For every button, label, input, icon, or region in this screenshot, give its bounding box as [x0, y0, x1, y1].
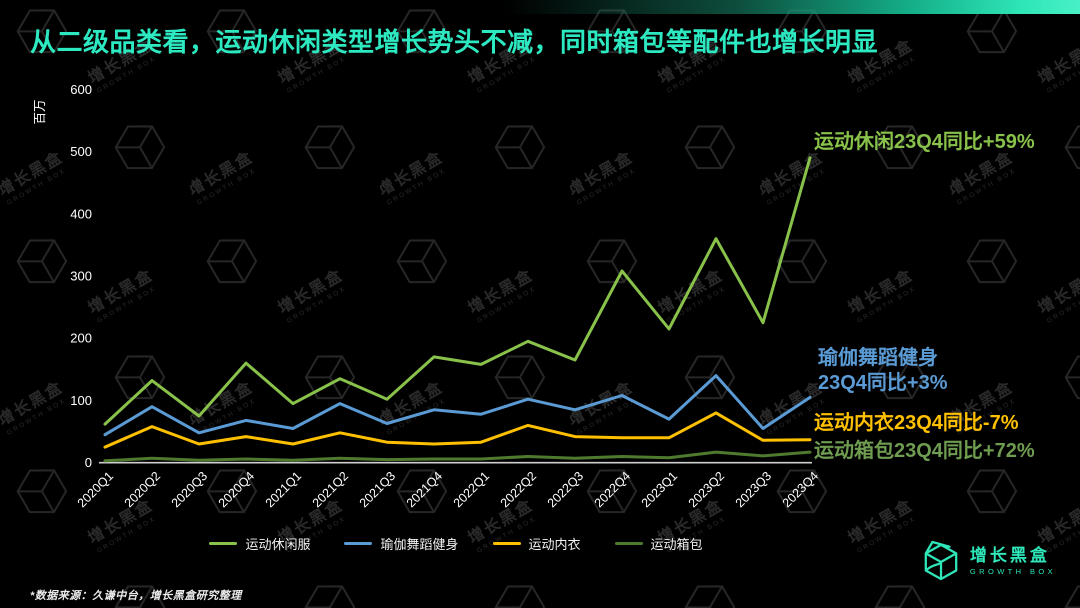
- x-tick-label: 2022Q2: [498, 469, 539, 510]
- logo-subtitle: GROWTH BOX: [969, 566, 1056, 576]
- legend-line-marker: [344, 542, 373, 545]
- data-source-note: *数据来源：久谦中台，增长黑盒研究整理: [30, 590, 242, 602]
- x-tick-label: 2020Q2: [122, 469, 163, 510]
- y-tick-label: 0: [85, 455, 92, 470]
- series-line-运动休闲服: [103, 156, 812, 426]
- x-tick-label: 2023Q2: [686, 469, 727, 510]
- yoy-annotation-line: 运动休闲23Q4同比+59%: [814, 131, 1035, 153]
- chart-legend: 运动休闲服 瑜伽舞蹈健身 运动内衣 运动箱包: [100, 534, 812, 553]
- growth-box-logo: 增长黑盒 GROWTH BOX: [922, 540, 1056, 582]
- logo-name: 增长黑盒: [969, 545, 1050, 565]
- legend-item-label: 瑜伽舞蹈健身: [380, 537, 459, 552]
- series-line-瑜伽舞蹈健身: [103, 374, 812, 437]
- x-tick-label: 2023Q4: [780, 469, 821, 510]
- x-tick-label: 2020Q4: [216, 469, 257, 510]
- yoy-annotation-3: 运动箱包23Q4同比+72%: [814, 439, 1035, 464]
- x-tick-label: 2021Q4: [404, 469, 445, 510]
- yoy-annotation-line: 运动箱包23Q4同比+72%: [814, 440, 1035, 462]
- y-axis-unit-label: 百万: [33, 99, 47, 124]
- legend-item-运动休闲服: 运动休闲服: [209, 534, 310, 553]
- y-tick-label: 400: [70, 206, 92, 221]
- y-tick-label: 200: [70, 331, 92, 346]
- x-tick-label: 2022Q3: [545, 469, 586, 510]
- page-title: 从二级品类看，运动休闲类型增长势头不减，同时箱包等配件也增长明显: [30, 27, 879, 57]
- legend-item-运动箱包: 运动箱包: [614, 534, 703, 553]
- series-line-运动箱包: [103, 450, 812, 463]
- legend-item-label: 运动内衣: [528, 537, 581, 552]
- y-tick-label: 500: [70, 144, 92, 159]
- x-tick-label: 2023Q1: [639, 469, 680, 510]
- x-tick-label: 2020Q1: [75, 469, 116, 510]
- legend-item-label: 运动休闲服: [245, 537, 311, 552]
- x-tick-label: 2022Q4: [592, 469, 633, 510]
- legend-line-marker: [209, 542, 238, 545]
- legend-item-瑜伽舞蹈健身: 瑜伽舞蹈健身: [344, 534, 459, 553]
- x-tick-label: 2023Q3: [733, 469, 774, 510]
- legend-item-运动内衣: 运动内衣: [492, 534, 581, 553]
- x-tick-label: 2021Q2: [310, 469, 351, 510]
- legend-item-label: 运动箱包: [650, 537, 703, 552]
- yoy-annotation-1: 瑜伽舞蹈健身 23Q4同比+3%: [818, 346, 948, 396]
- logo-text: 增长黑盒 GROWTH BOX: [970, 547, 1056, 576]
- x-tick-label: 2021Q1: [263, 469, 304, 510]
- series-line-运动内衣: [103, 411, 812, 449]
- top-accent-gradient-bar: [505, 0, 1080, 14]
- legend-line-marker: [614, 542, 643, 545]
- yoy-annotation-line: 瑜伽舞蹈健身: [818, 347, 938, 369]
- x-tick-label: 2022Q1: [451, 469, 492, 510]
- y-tick-label: 600: [70, 82, 92, 97]
- growth-box-cube-icon: [924, 540, 958, 581]
- x-tick-label: 2020Q3: [169, 469, 210, 510]
- yoy-annotation-0: 运动休闲23Q4同比+59%: [814, 130, 1035, 155]
- x-tick-label: 2021Q3: [357, 469, 398, 510]
- y-tick-label: 300: [70, 269, 92, 284]
- legend-line-marker: [492, 542, 521, 545]
- yoy-annotation-2: 运动内衣23Q4同比-7%: [814, 411, 1019, 436]
- yoy-annotation-line: 23Q4同比+3%: [818, 372, 948, 394]
- y-tick-label: 100: [70, 393, 92, 408]
- yoy-annotation-line: 运动内衣23Q4同比-7%: [814, 412, 1019, 434]
